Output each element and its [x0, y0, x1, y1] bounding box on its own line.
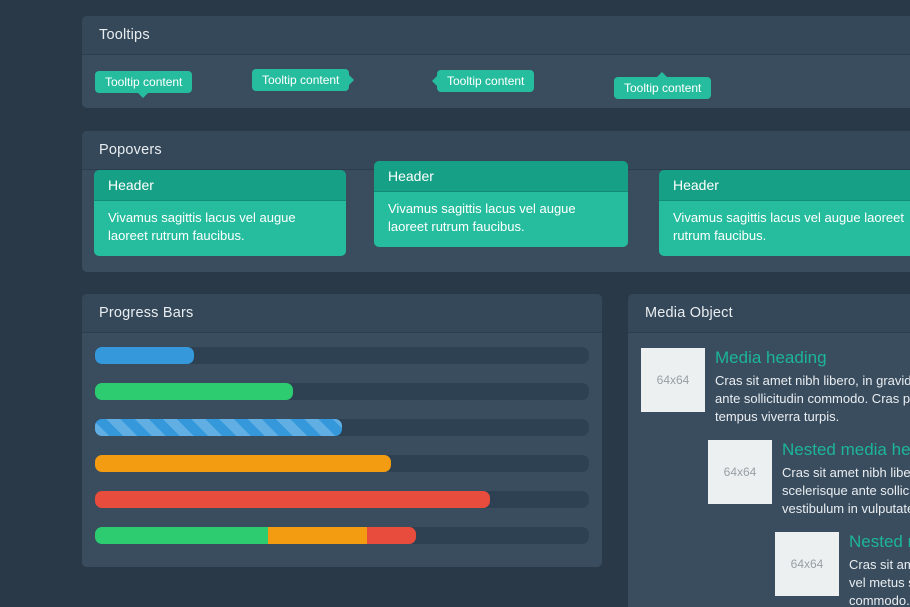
media-body: Media heading Cras sit amet nibh libero, …: [715, 348, 910, 426]
tooltip: Tooltip content: [95, 71, 193, 98]
progress-fill: [95, 419, 342, 436]
progress-segment: [267, 527, 367, 544]
media-item: 64x64 Nested media heading Cras sit amet n…: [775, 532, 910, 607]
media-item: 64x64 Nested media heading Cras sit amet n…: [708, 440, 910, 607]
progress-segment: [95, 383, 293, 400]
media-placeholder-image: 64x64: [708, 440, 772, 504]
media-body: Nested media heading Cras sit amet nibh l…: [849, 532, 910, 607]
popover-body: Vivamus sagittis lacus vel augue laoreet…: [374, 192, 628, 247]
progress-track: [95, 383, 589, 400]
tooltips-panel: Tooltips Tooltip content Tooltip content T…: [82, 16, 910, 108]
progress-fill: [95, 455, 392, 472]
tooltip: Tooltip content: [252, 69, 355, 91]
media-placeholder-image: 64x64: [775, 532, 839, 596]
media-placeholder-image: 64x64: [641, 348, 705, 412]
popover-header: Header: [659, 170, 910, 201]
popover: Header Vivamus sagittis lacus vel augue l…: [94, 170, 346, 256]
tooltips-panel-title: Tooltips: [82, 16, 910, 55]
tooltip-arrow: [349, 75, 355, 85]
progress-segment: [95, 419, 342, 436]
progress-track: [95, 455, 589, 472]
progress-segment: [95, 455, 392, 472]
tooltip-label: Tooltip content: [624, 81, 702, 95]
media-panel: Media Object 64x64 Media heading Cras sit …: [628, 294, 910, 607]
media-heading: Media heading: [715, 348, 827, 367]
popover: Header Vivamus sagittis lacus vel augue l…: [659, 170, 910, 256]
popovers-panel: Popovers Header Vivamus sagittis lacus ve…: [82, 131, 910, 272]
progress-fill: [95, 527, 417, 544]
tooltip-arrow: [432, 76, 437, 86]
popover-arrow: [492, 247, 510, 265]
tooltip-label: Tooltip content: [447, 74, 525, 88]
progress-track: [95, 491, 589, 508]
popover-body: Vivamus sagittis lacus vel augue laoreet…: [94, 201, 346, 256]
progress-fill: [95, 347, 194, 364]
progress-panel: Progress Bars: [82, 294, 602, 567]
tooltip-label: Tooltip content: [105, 75, 183, 89]
progress-panel-title: Progress Bars: [82, 294, 602, 333]
tooltip: Tooltip content: [614, 72, 712, 99]
popover: Header Vivamus sagittis lacus vel augue l…: [374, 161, 628, 247]
popover-arrow: [346, 208, 364, 226]
tooltip-arrow: [656, 72, 667, 77]
tooltip-label: Tooltip content: [262, 73, 340, 87]
media-row: 64x64 Media heading Cras sit amet nibh lib…: [641, 348, 910, 426]
media-item: 64x64 Media heading Cras sit amet nibh lib…: [641, 348, 910, 607]
popover-header: Header: [374, 161, 628, 192]
popover-body: Vivamus sagittis lacus vel augue laoreet…: [659, 201, 910, 256]
progress-segment: [95, 491, 491, 508]
progress-fill: [95, 383, 293, 400]
media-heading: Nested media heading: [849, 532, 910, 551]
media-panel-body: 64x64 Media heading Cras sit amet nibh lib…: [628, 333, 910, 607]
popover-arrow: [641, 208, 659, 226]
progress-track: [95, 347, 589, 364]
progress-segment: [366, 527, 417, 544]
media-row: 64x64 Nested media heading Cras sit amet n…: [708, 440, 910, 518]
progress-track: [95, 419, 589, 436]
tooltip-arrow: [137, 93, 148, 98]
media-row: 64x64 Nested media heading Cras sit amet n…: [775, 532, 910, 607]
progress-segment: [95, 347, 194, 364]
media-panel-title: Media Object: [628, 294, 910, 333]
popover-header: Header: [94, 170, 346, 201]
media-body: Nested media heading Cras sit amet nibh l…: [782, 440, 910, 518]
media-heading: Nested media heading: [782, 440, 910, 459]
progress-fill: [95, 491, 491, 508]
tooltip: Tooltip content: [432, 70, 535, 92]
progress-track: [95, 527, 589, 544]
progress-segment: [95, 527, 268, 544]
progress-panel-body: [82, 333, 602, 544]
